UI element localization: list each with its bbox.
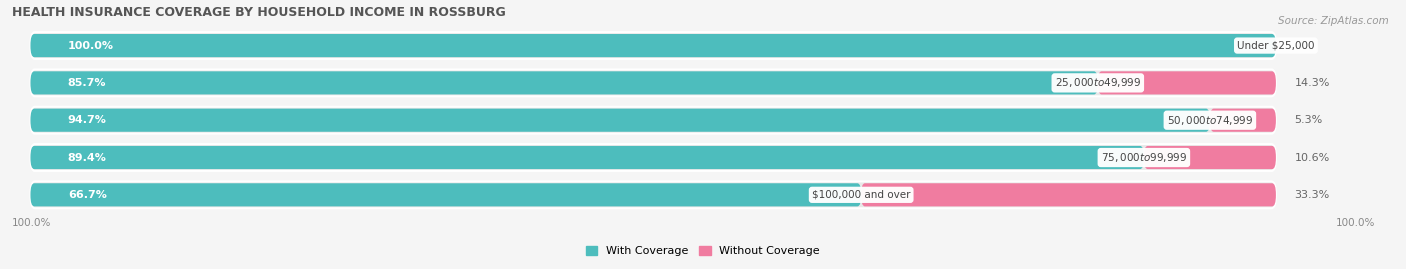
- FancyBboxPatch shape: [31, 71, 1098, 94]
- FancyBboxPatch shape: [31, 32, 1275, 59]
- FancyBboxPatch shape: [31, 69, 1275, 96]
- Text: 100.0%: 100.0%: [1336, 218, 1375, 228]
- Text: Under $25,000: Under $25,000: [1237, 41, 1315, 51]
- FancyBboxPatch shape: [31, 146, 1144, 169]
- Text: 14.3%: 14.3%: [1295, 78, 1330, 88]
- Text: 10.6%: 10.6%: [1295, 153, 1330, 162]
- FancyBboxPatch shape: [860, 183, 1275, 206]
- Text: 85.7%: 85.7%: [67, 78, 107, 88]
- Text: $50,000 to $74,999: $50,000 to $74,999: [1167, 114, 1253, 127]
- FancyBboxPatch shape: [1211, 109, 1275, 132]
- Legend: With Coverage, Without Coverage: With Coverage, Without Coverage: [582, 241, 824, 261]
- Text: 33.3%: 33.3%: [1295, 190, 1330, 200]
- FancyBboxPatch shape: [31, 34, 1275, 57]
- Text: 89.4%: 89.4%: [67, 153, 107, 162]
- Text: $25,000 to $49,999: $25,000 to $49,999: [1054, 76, 1140, 89]
- FancyBboxPatch shape: [31, 183, 860, 206]
- Text: 100.0%: 100.0%: [67, 41, 114, 51]
- Text: $75,000 to $99,999: $75,000 to $99,999: [1101, 151, 1187, 164]
- Text: $100,000 and over: $100,000 and over: [811, 190, 911, 200]
- Text: 100.0%: 100.0%: [11, 218, 51, 228]
- Text: 66.7%: 66.7%: [67, 190, 107, 200]
- Text: 5.3%: 5.3%: [1295, 115, 1323, 125]
- FancyBboxPatch shape: [31, 181, 1275, 208]
- FancyBboxPatch shape: [1144, 146, 1275, 169]
- FancyBboxPatch shape: [1098, 71, 1275, 94]
- FancyBboxPatch shape: [31, 109, 1211, 132]
- Text: HEALTH INSURANCE COVERAGE BY HOUSEHOLD INCOME IN ROSSBURG: HEALTH INSURANCE COVERAGE BY HOUSEHOLD I…: [11, 6, 506, 19]
- Text: 94.7%: 94.7%: [67, 115, 107, 125]
- Text: Source: ZipAtlas.com: Source: ZipAtlas.com: [1278, 16, 1389, 26]
- FancyBboxPatch shape: [31, 144, 1275, 171]
- FancyBboxPatch shape: [31, 107, 1275, 134]
